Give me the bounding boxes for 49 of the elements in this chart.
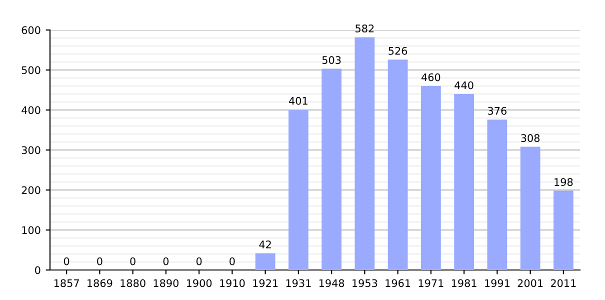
data-label: 0: [230, 257, 235, 266]
x-tick-label: 1910: [220, 279, 245, 288]
bar: [520, 146, 540, 270]
data-label: 198: [554, 178, 573, 186]
y-tick-label: 0: [35, 266, 40, 274]
data-label: 582: [356, 24, 374, 32]
data-label: 308: [521, 134, 540, 142]
bar: [554, 190, 574, 270]
bar: [288, 110, 308, 270]
x-tick-label: 1971: [418, 279, 444, 288]
x-tick-label: 1900: [186, 279, 212, 288]
bar: [454, 94, 474, 270]
x-tick-label: 2011: [550, 279, 576, 288]
data-label: 0: [97, 257, 102, 266]
x-tick-label: 1880: [120, 279, 146, 288]
bar: [322, 68, 342, 270]
data-label: 526: [388, 46, 408, 55]
x-tick-label: 1890: [154, 279, 178, 288]
x-tick-label: 1948: [319, 279, 344, 288]
bar: [388, 60, 408, 270]
data-label: 401: [289, 96, 308, 105]
x-tick-label: 1953: [352, 279, 378, 288]
y-tick-label: 600: [22, 26, 40, 34]
bar: [354, 37, 375, 270]
data-label: 0: [130, 257, 136, 266]
x-tick-label: 1981: [452, 279, 476, 288]
x-tick-label: 2001: [518, 279, 543, 288]
x-tick-label: 1921: [253, 279, 278, 288]
y-tick-label: 500: [22, 66, 40, 74]
data-label: 503: [322, 56, 341, 64]
bar: [255, 253, 276, 270]
data-label: 0: [163, 257, 169, 266]
y-tick-label: 400: [22, 106, 40, 114]
data-label: 376: [488, 106, 506, 115]
data-label: 0: [64, 257, 70, 266]
data-label: 460: [422, 73, 440, 82]
x-tick-label: 1869: [88, 279, 112, 288]
x-tick-label: 1961: [386, 279, 410, 288]
x-tick-label: 1931: [286, 279, 311, 288]
data-label: 42: [259, 240, 271, 248]
x-tick-label: 1991: [485, 279, 510, 288]
y-tick-label: 100: [22, 226, 40, 234]
bar: [487, 120, 508, 270]
y-tick-label: 200: [22, 186, 40, 194]
bar: [421, 86, 441, 270]
data-label: 440: [454, 81, 474, 90]
y-tick-label: 300: [22, 146, 40, 154]
x-tick-label: 1857: [54, 279, 79, 288]
data-label: 0: [196, 257, 202, 266]
